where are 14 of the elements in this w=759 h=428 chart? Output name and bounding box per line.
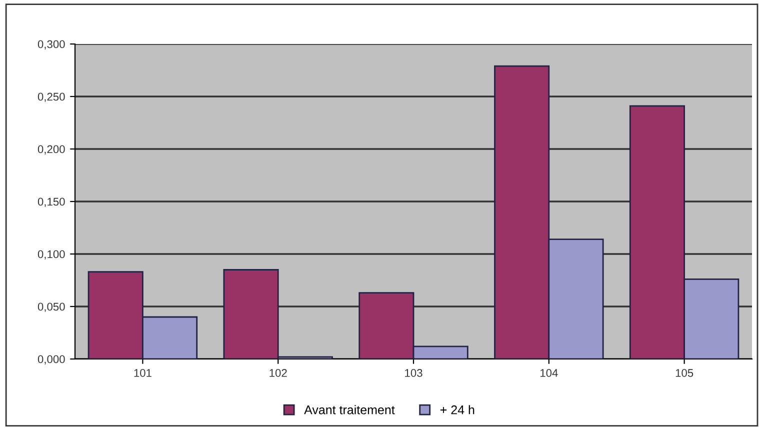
y-tick-label: 0,200: [38, 145, 65, 154]
legend-label: Avant traitement: [304, 405, 395, 414]
x-tick-label: 104: [540, 369, 558, 377]
x-tick-label: 101: [134, 369, 152, 377]
y-tick-label: 0,000: [38, 355, 65, 364]
x-tick-label: 102: [270, 369, 287, 377]
y-tick-label: 0,100: [38, 250, 65, 260]
x-tick-label: 103: [405, 369, 422, 377]
y-tick-label: 0,050: [38, 302, 65, 312]
y-tick-label: 0,150: [38, 198, 65, 207]
legend-label: + 24 h: [440, 405, 474, 414]
y-tick-label: 0,300: [38, 40, 65, 50]
y-tick-label: 0,250: [38, 92, 65, 102]
x-tick-label: 105: [676, 369, 694, 377]
